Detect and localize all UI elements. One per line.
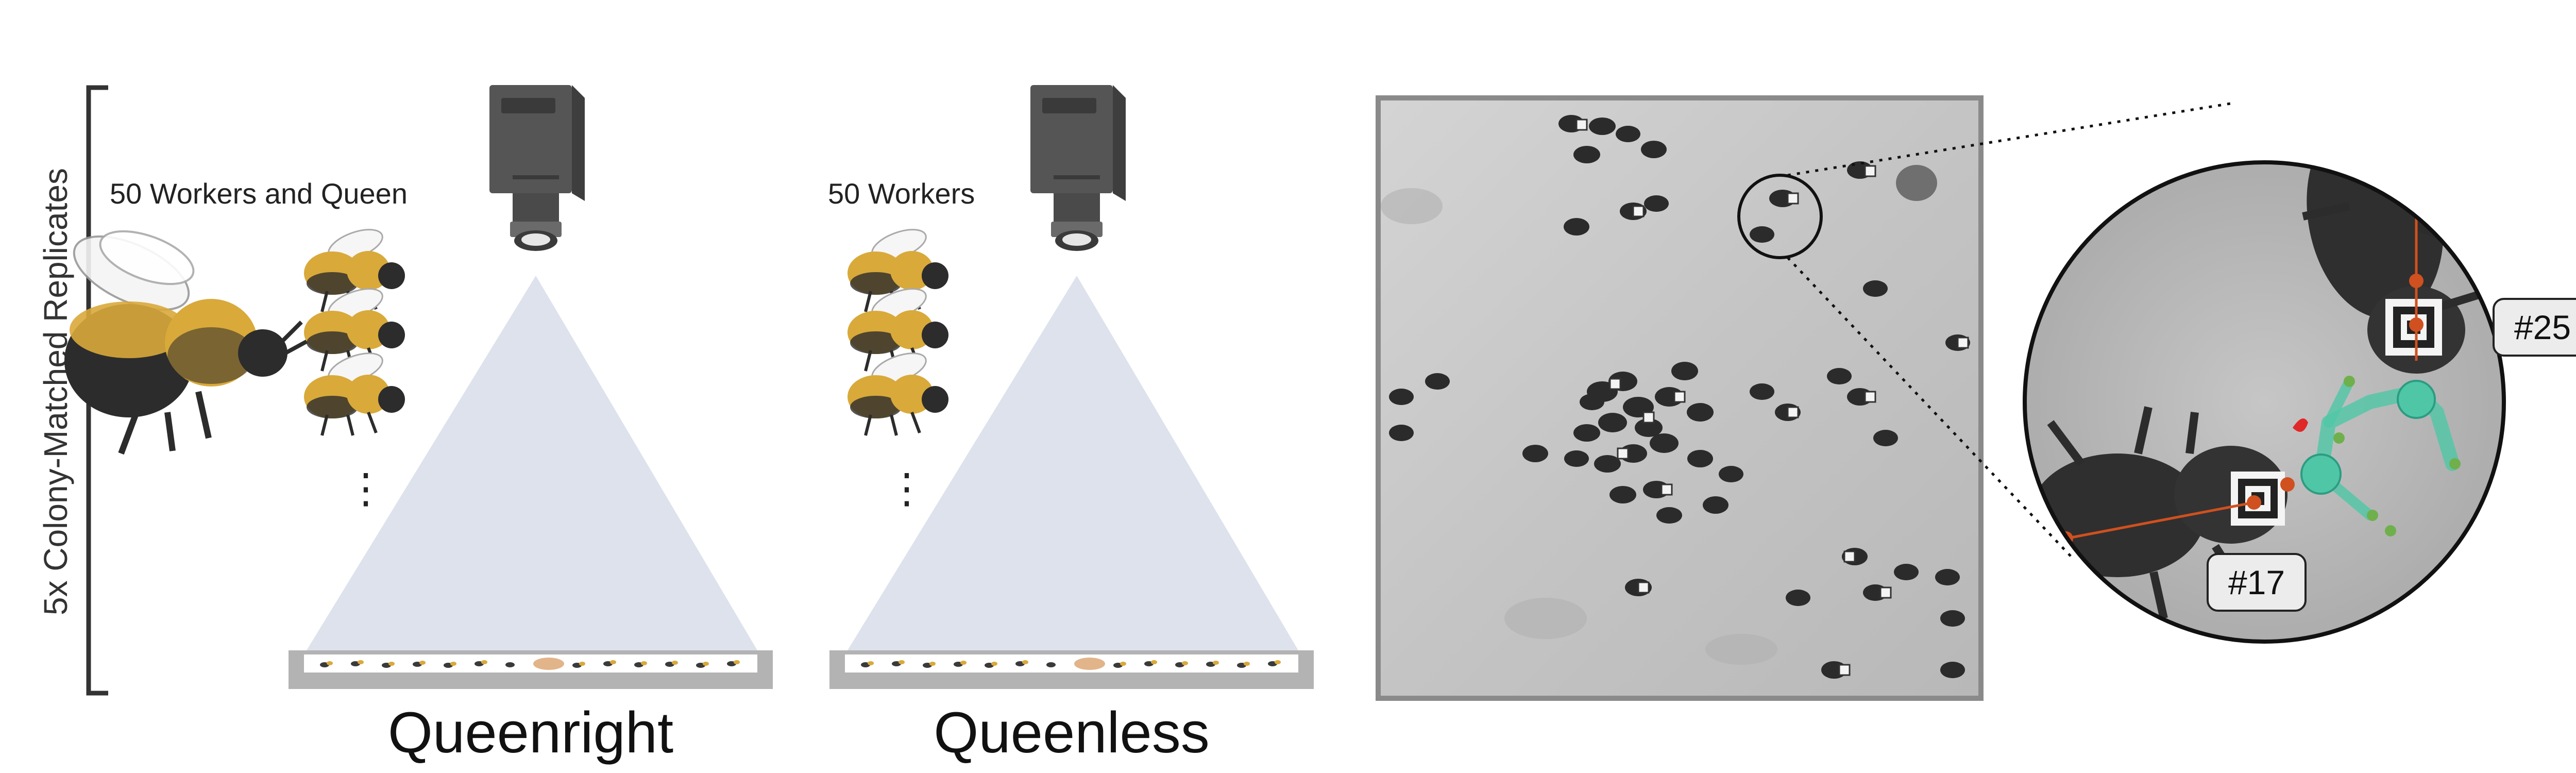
zoom-region-circle (1737, 174, 1823, 259)
bumblebee-worker-icon (848, 288, 948, 372)
bumblebee-worker-icon (304, 352, 405, 436)
panel-queenright: 50 Workers and Queen (64, 85, 773, 765)
tag-label-25: #25 (2493, 298, 2576, 357)
tag-label-25-text: #25 (2514, 308, 2571, 346)
ellipsis-icon: ⋮ (345, 465, 386, 511)
zoom-inset: #25 #17 (2023, 160, 2576, 644)
zoom-connector-top (1787, 102, 2234, 177)
zoom-connector-bottom (1787, 257, 2072, 558)
condition-label-queenless: Queenless (934, 700, 1209, 765)
tag-label-17-text: #17 (2228, 563, 2285, 601)
light-cone (307, 276, 757, 650)
condition-label-queenright: Queenright (388, 700, 673, 765)
light-cone (848, 276, 1298, 650)
arena-platform (289, 650, 773, 689)
camera-icon (489, 85, 585, 251)
arena-bees (1381, 115, 1970, 679)
bumblebee-queen-icon (64, 230, 310, 455)
tag-label-17: #17 (2207, 553, 2307, 612)
bumblebee-worker-icon (848, 352, 948, 436)
arena-platform (829, 650, 1314, 689)
group-label-queenright: 50 Workers and Queen (110, 177, 408, 210)
arena-photo (1376, 95, 1984, 701)
group-label-queenless: 50 Workers (828, 177, 975, 210)
replicates-label: 5x Colony-Matched Replicates (37, 168, 74, 615)
camera-icon (1030, 85, 1126, 251)
bumblebee-worker-icon (304, 288, 405, 372)
panel-queenless: 50 Workers ⋮ (828, 85, 1314, 765)
ellipsis-icon: ⋮ (886, 465, 927, 511)
